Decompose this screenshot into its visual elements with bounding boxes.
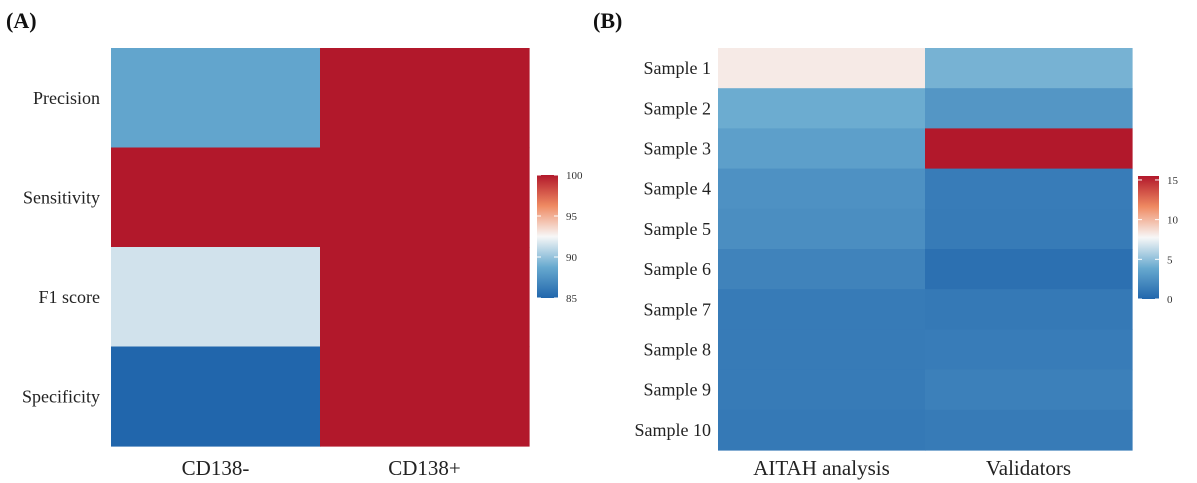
heatmap-cell	[925, 128, 1133, 170]
heatmap-cell	[718, 289, 926, 330]
heatmap-cell	[718, 409, 926, 451]
legend-tick-label: 5	[1167, 254, 1173, 266]
heatmap-cell	[111, 346, 321, 447]
heatmap-cell	[718, 329, 926, 371]
heatmap-cell	[925, 168, 1133, 210]
panel-b-column-labels: AITAH analysis Validators	[753, 456, 1071, 480]
heatmap-cell	[320, 48, 530, 149]
row-label: Precision	[33, 88, 100, 108]
panel-a-legend: 85 90 95 100	[537, 170, 583, 305]
heatmap-cell	[320, 247, 530, 348]
legend-tick-label: 85	[566, 293, 578, 305]
panel-a-cells	[111, 48, 530, 447]
legend-tick-label: 95	[566, 211, 578, 223]
panel-b-label: (B)	[593, 8, 622, 33]
heatmap-cell	[925, 409, 1133, 451]
heatmap-cell	[718, 208, 926, 250]
legend-tick-label: 15	[1167, 175, 1179, 187]
heatmap-cell	[111, 247, 321, 348]
heatmap-cell	[718, 88, 926, 129]
row-label: Sample 5	[644, 219, 712, 239]
panel-a-label: (A)	[6, 8, 37, 33]
heatmap-cell	[718, 128, 926, 170]
heatmap-cell	[718, 48, 926, 89]
panel-a-column-labels: CD138- CD138+	[182, 456, 461, 480]
heatmap-cell	[925, 48, 1133, 89]
column-label: AITAH analysis	[753, 456, 890, 480]
row-label: Sample 8	[644, 340, 712, 360]
heatmap-cell	[718, 369, 926, 411]
row-label: Sample 9	[644, 380, 712, 400]
row-label: Sample 2	[644, 98, 712, 118]
heatmap-cell	[925, 208, 1133, 250]
heatmap-cell	[925, 249, 1133, 290]
panel-b-colorbar	[1138, 176, 1159, 299]
row-label: Sample 7	[644, 299, 712, 319]
legend-tick-label: 0	[1167, 294, 1173, 306]
row-label: Specificity	[22, 386, 100, 406]
heatmap-cell	[925, 329, 1133, 371]
row-label: Sample 6	[644, 259, 712, 279]
panel-b-cells	[718, 48, 1133, 451]
heatmap-cell	[320, 147, 530, 248]
row-label: Sample 4	[644, 179, 712, 199]
row-label: Sample 10	[635, 420, 712, 440]
heatmap-cell	[718, 249, 926, 290]
panel-b-row-labels: Sample 1 Sample 2 Sample 3 Sample 4 Sample 5…	[635, 58, 712, 440]
column-label: CD138-	[182, 456, 250, 480]
row-label: Sensitivity	[23, 187, 100, 207]
row-label: Sample 1	[644, 58, 712, 78]
panel-a: (A) Precision Sensitivity F1 score Specific…	[6, 8, 583, 480]
row-label: Sample 3	[644, 139, 712, 159]
row-label: F1 score	[39, 287, 101, 307]
heatmap-cell	[320, 346, 530, 447]
heatmap-cell	[925, 289, 1133, 330]
column-label: Validators	[986, 456, 1071, 480]
column-label: CD138+	[388, 456, 461, 480]
heatmap-cell	[718, 168, 926, 210]
heatmap-cell	[111, 147, 321, 248]
heatmap-cell	[925, 369, 1133, 411]
legend-tick-label: 100	[566, 170, 583, 182]
heatmap-cell	[925, 88, 1133, 129]
panel-a-colorbar	[537, 175, 558, 298]
legend-tick-label: 10	[1167, 215, 1179, 227]
legend-tick-label: 90	[566, 252, 578, 264]
panel-b-legend: 0 5 10 15	[1138, 175, 1179, 306]
panel-a-row-labels: Precision Sensitivity F1 score Specificity	[22, 88, 101, 406]
heatmap-cell	[111, 48, 321, 149]
